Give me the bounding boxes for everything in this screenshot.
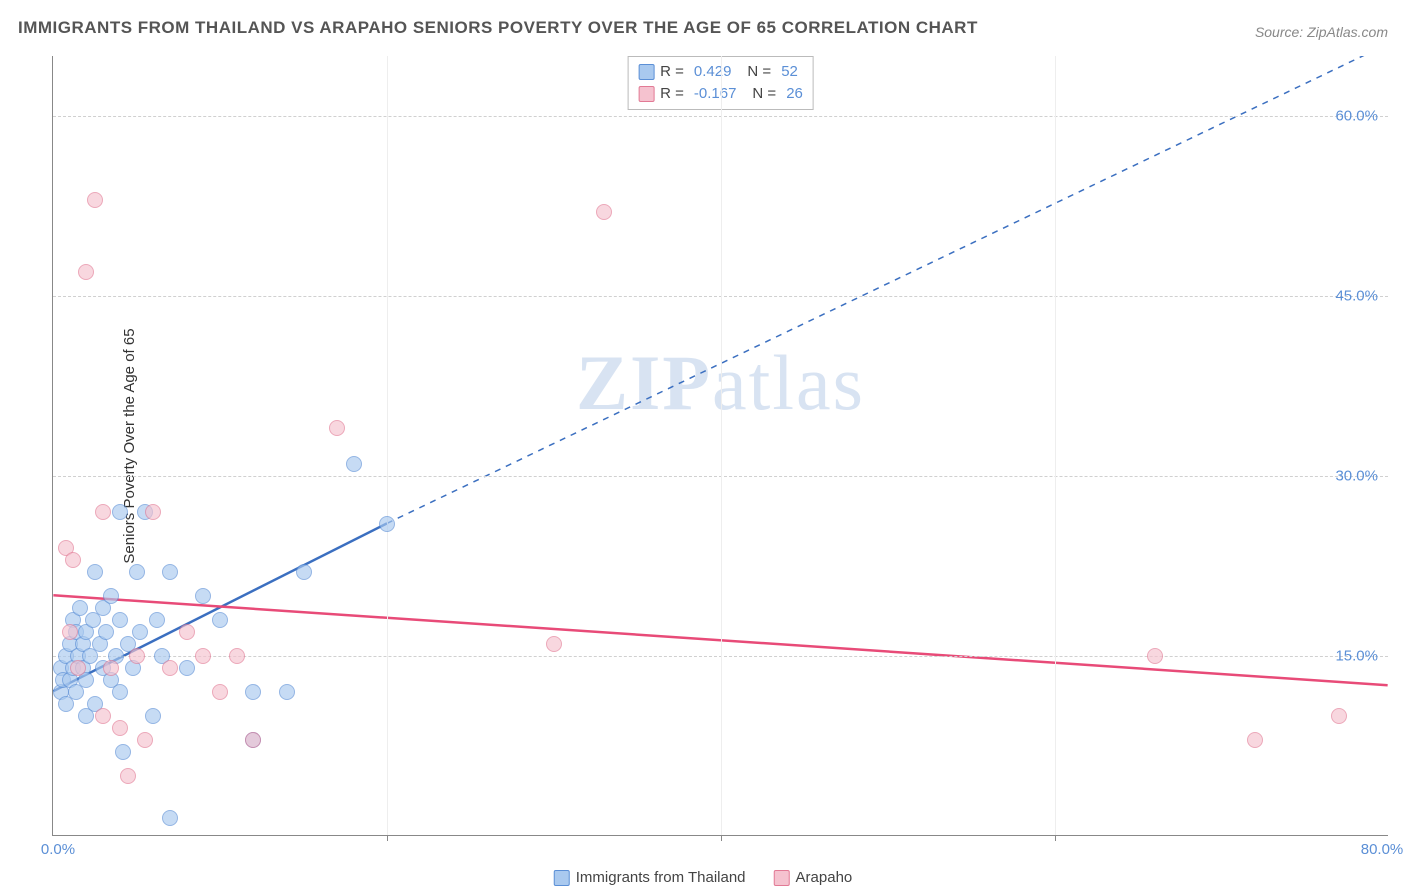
scatter-point: [212, 612, 228, 628]
scatter-point: [329, 420, 345, 436]
x-tick: [387, 835, 388, 841]
x-tick-label-origin: 0.0%: [41, 841, 75, 858]
x-tick-label-end: 80.0%: [1361, 841, 1404, 858]
legend-n-label: N =: [747, 61, 771, 83]
scatter-point: [149, 612, 165, 628]
legend-swatch: [638, 86, 654, 102]
legend-swatch: [774, 870, 790, 886]
scatter-point: [129, 564, 145, 580]
scatter-point: [1147, 648, 1163, 664]
scatter-point: [115, 744, 131, 760]
scatter-point: [112, 504, 128, 520]
regression-line: [387, 56, 1388, 523]
scatter-point: [72, 600, 88, 616]
scatter-point: [132, 624, 148, 640]
plot-area: ZIPatlas R =0.429N =52R =-0.167N =26 15.…: [52, 56, 1388, 836]
legend-n-value: 26: [786, 83, 803, 105]
legend-r-label: R =: [660, 83, 684, 105]
scatter-point: [596, 204, 612, 220]
scatter-point: [279, 684, 295, 700]
y-tick-label: 60.0%: [1335, 108, 1378, 125]
scatter-point: [98, 624, 114, 640]
x-tick: [1055, 835, 1056, 841]
scatter-point: [162, 564, 178, 580]
scatter-point: [195, 648, 211, 664]
scatter-point: [78, 264, 94, 280]
scatter-point: [103, 588, 119, 604]
legend-r-value: 0.429: [694, 61, 732, 83]
scatter-point: [162, 810, 178, 826]
scatter-point: [112, 612, 128, 628]
y-tick-label: 45.0%: [1335, 288, 1378, 305]
scatter-point: [179, 624, 195, 640]
scatter-point: [195, 588, 211, 604]
scatter-point: [145, 708, 161, 724]
scatter-point: [212, 684, 228, 700]
series-legend-label: Arapaho: [796, 869, 853, 886]
scatter-point: [379, 516, 395, 532]
chart-container: IMMIGRANTS FROM THAILAND VS ARAPAHO SENI…: [0, 0, 1406, 892]
scatter-point: [546, 636, 562, 652]
series-legend-item: Arapaho: [774, 869, 853, 886]
scatter-point: [229, 648, 245, 664]
legend-r-label: R =: [660, 61, 684, 83]
legend-r-value: -0.167: [694, 83, 737, 105]
scatter-point: [245, 684, 261, 700]
chart-title: IMMIGRANTS FROM THAILAND VS ARAPAHO SENI…: [18, 18, 978, 38]
scatter-point: [145, 504, 161, 520]
scatter-point: [1331, 708, 1347, 724]
legend-swatch: [638, 64, 654, 80]
source-label: Source: ZipAtlas.com: [1255, 24, 1388, 40]
y-tick-label: 15.0%: [1335, 648, 1378, 665]
scatter-point: [137, 732, 153, 748]
gridline-vertical: [721, 56, 722, 835]
gridline-vertical: [1055, 56, 1056, 835]
scatter-point: [162, 660, 178, 676]
scatter-point: [62, 624, 78, 640]
scatter-point: [245, 732, 261, 748]
scatter-point: [296, 564, 312, 580]
legend-n-label: N =: [752, 83, 776, 105]
scatter-point: [112, 684, 128, 700]
scatter-point: [65, 552, 81, 568]
y-tick-label: 30.0%: [1335, 468, 1378, 485]
legend-n-value: 52: [781, 61, 798, 83]
x-tick: [721, 835, 722, 841]
scatter-point: [129, 648, 145, 664]
series-legend-label: Immigrants from Thailand: [576, 869, 746, 886]
series-legend-item: Immigrants from Thailand: [554, 869, 746, 886]
scatter-point: [87, 564, 103, 580]
scatter-point: [70, 660, 86, 676]
gridline-vertical: [387, 56, 388, 835]
scatter-point: [112, 720, 128, 736]
series-legend: Immigrants from Thailand Arapaho: [554, 869, 853, 886]
scatter-point: [120, 768, 136, 784]
scatter-point: [179, 660, 195, 676]
scatter-point: [346, 456, 362, 472]
scatter-point: [1247, 732, 1263, 748]
scatter-point: [103, 660, 119, 676]
scatter-point: [95, 504, 111, 520]
scatter-point: [95, 708, 111, 724]
scatter-point: [87, 192, 103, 208]
legend-swatch: [554, 870, 570, 886]
